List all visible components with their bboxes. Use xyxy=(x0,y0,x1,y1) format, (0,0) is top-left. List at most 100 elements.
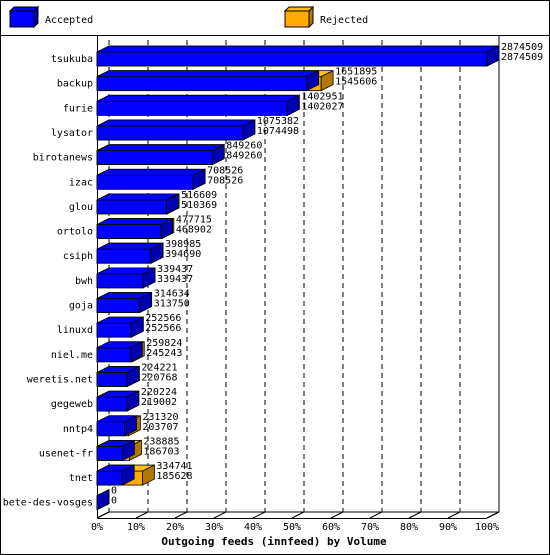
value-label: 339437 xyxy=(157,274,193,285)
bar-side xyxy=(124,415,138,437)
y-tick-label: weretis.net xyxy=(27,374,93,385)
value-label: 394690 xyxy=(165,249,201,260)
legend-swatch xyxy=(9,10,35,28)
y-tick-label: furie xyxy=(63,103,93,114)
x-tick-label: 30% xyxy=(205,522,223,533)
value-label: 220224 xyxy=(141,387,177,398)
y-tick-label: izac xyxy=(69,177,93,188)
value-label: 186703 xyxy=(143,446,179,457)
y-tick-label: glou xyxy=(69,202,93,213)
y-tick-label: backup xyxy=(57,79,93,90)
y-tick-label: ortolo xyxy=(57,227,93,238)
bar-front xyxy=(96,199,167,215)
bar-side xyxy=(121,464,135,486)
x-tick-label: 0% xyxy=(91,522,103,533)
bar-front xyxy=(96,445,123,461)
value-label: 220768 xyxy=(141,372,177,383)
value-label: 516609 xyxy=(181,190,217,201)
y-tick-label: csiph xyxy=(63,251,93,262)
y-tick-label: birotanews xyxy=(33,153,93,164)
x-tick xyxy=(174,511,188,519)
bar-front xyxy=(96,125,244,141)
y-tick-label: bwh xyxy=(75,276,93,287)
x-tick xyxy=(447,511,461,519)
bar xyxy=(96,45,500,67)
bar-side xyxy=(486,45,500,67)
bar xyxy=(96,365,140,388)
value-label: 334741 xyxy=(156,461,192,472)
bar-front xyxy=(96,224,162,239)
value-label: 1402027 xyxy=(301,101,343,112)
value-label: 339437 xyxy=(157,264,193,275)
value-label: 231320 xyxy=(142,412,178,423)
value-label: 477715 xyxy=(176,215,212,226)
value-label: 259824 xyxy=(146,338,182,349)
legend-swatch xyxy=(284,10,310,28)
bar-side xyxy=(160,217,174,240)
bar-top xyxy=(96,218,173,225)
bar-side xyxy=(139,291,152,314)
bar-side xyxy=(286,94,300,116)
legend-swatch-top xyxy=(283,6,315,12)
bar xyxy=(96,464,135,486)
bar-front xyxy=(96,322,132,338)
value-label: 313750 xyxy=(154,299,190,310)
value-label: 849260 xyxy=(226,151,262,162)
x-tick-label: 70% xyxy=(361,522,379,533)
bar-front xyxy=(96,174,194,190)
x-tick xyxy=(291,511,305,519)
bar-side xyxy=(242,119,256,141)
value-label: 0 xyxy=(111,486,117,497)
bar-side xyxy=(121,439,135,462)
x-axis-title: Outgoing feeds (innfeed) by Volume xyxy=(161,535,387,548)
value-label: 1402951 xyxy=(301,91,343,102)
bar xyxy=(96,242,163,264)
bar-side xyxy=(320,70,334,92)
bar xyxy=(96,415,138,437)
bar-front xyxy=(96,421,126,437)
bar xyxy=(96,168,206,190)
bar-top xyxy=(96,119,255,127)
bar-front xyxy=(96,298,140,313)
bar-side xyxy=(150,242,163,264)
bar-side xyxy=(306,70,320,92)
value-label: 219002 xyxy=(141,397,177,408)
bar xyxy=(96,217,174,240)
value-label: 203707 xyxy=(142,422,178,433)
bar-side xyxy=(142,464,155,486)
bar-front xyxy=(96,51,488,67)
bar xyxy=(96,341,143,363)
x-tick xyxy=(486,511,500,519)
bar-front xyxy=(96,470,123,486)
bar xyxy=(96,94,300,116)
y-tick-label: goja xyxy=(69,301,93,312)
value-label: 0 xyxy=(111,496,117,507)
value-label: 252566 xyxy=(145,313,181,324)
bar xyxy=(96,267,156,289)
bar-side xyxy=(129,341,143,363)
x-tick-label: 80% xyxy=(400,522,418,533)
y-tick-label: lysator xyxy=(51,128,93,139)
bar-top xyxy=(96,45,500,53)
legend-item: Accepted xyxy=(8,5,93,29)
value-label: 238885 xyxy=(143,436,179,447)
value-label: 468902 xyxy=(176,225,212,236)
value-label: 398985 xyxy=(165,239,201,250)
x-tick xyxy=(135,511,149,519)
x-tick-label: 10% xyxy=(127,522,145,533)
bar-front xyxy=(96,396,128,412)
bar-front xyxy=(96,100,288,116)
legend-label: Accepted xyxy=(45,15,93,26)
value-label: 708526 xyxy=(207,175,243,186)
bar-side xyxy=(126,390,140,412)
x-tick-label: 60% xyxy=(322,522,340,533)
y-tick-label: tnet xyxy=(69,473,93,484)
bar-side xyxy=(130,316,144,338)
bar-front xyxy=(96,150,213,166)
y-tick-label: usenet-fr xyxy=(39,448,93,459)
y-tick-label: niel.me xyxy=(51,350,93,361)
value-label: 1651895 xyxy=(335,67,377,78)
value-label: 252566 xyxy=(145,323,181,334)
